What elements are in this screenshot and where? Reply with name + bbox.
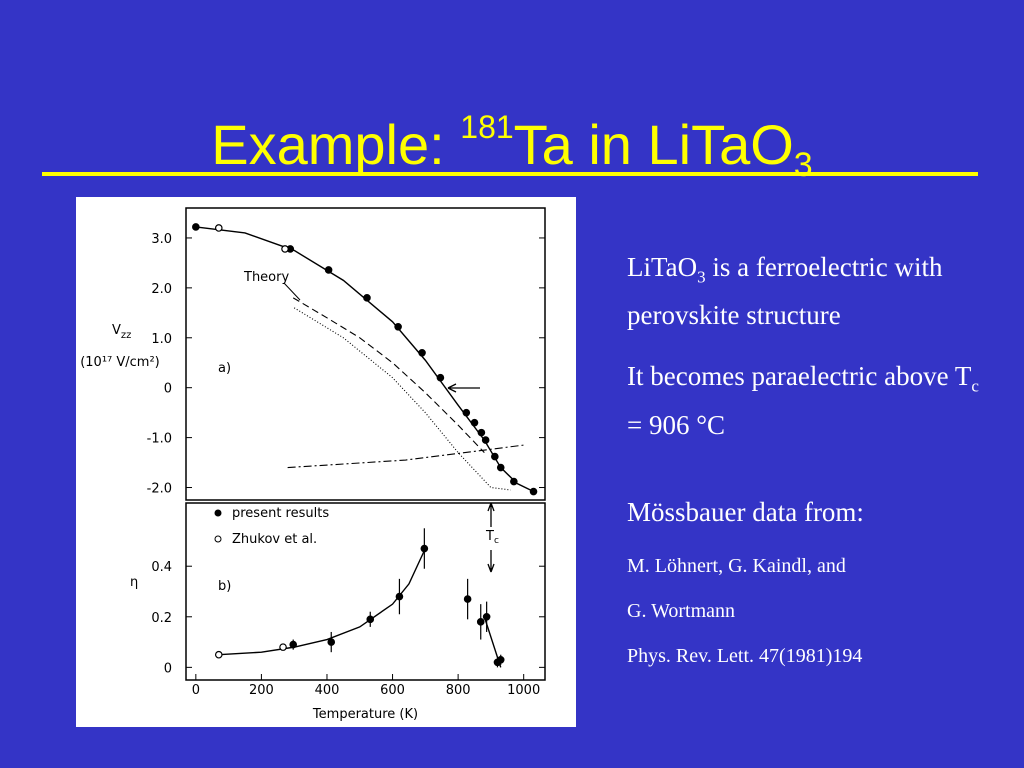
y-axis-label: Vzz bbox=[112, 323, 131, 341]
text-run: M. Löhnert, G. Kaindl, and bbox=[627, 554, 846, 577]
paragraph: Mössbauer data from: bbox=[627, 493, 987, 532]
data-point bbox=[395, 592, 404, 601]
data-point bbox=[462, 408, 471, 417]
data-point bbox=[482, 612, 491, 621]
data-point bbox=[324, 266, 333, 274]
y-tick-label: -2.0 bbox=[147, 482, 172, 497]
y-label-sub: zz bbox=[121, 330, 132, 341]
paragraph: Phys. Rev. Lett. 47(1981)194 bbox=[627, 644, 987, 668]
title-text: Example: bbox=[211, 113, 461, 176]
x-tick-label: 400 bbox=[315, 683, 340, 698]
text-run: G. Wortmann bbox=[627, 599, 736, 622]
x-tick-label: 0 bbox=[192, 683, 200, 698]
annotation-text: b) bbox=[218, 579, 231, 594]
paragraph: It becomes paraelectric above Tc = 906 °… bbox=[627, 357, 987, 444]
y-tick-label: 1.0 bbox=[151, 332, 172, 347]
text-run: It becomes paraelectric above T bbox=[627, 361, 972, 392]
data-point bbox=[470, 418, 479, 427]
text-run: is a ferroelectric with perovskite struc… bbox=[627, 252, 943, 331]
x-tick-label: 600 bbox=[380, 683, 405, 698]
data-point bbox=[418, 348, 426, 357]
data-point bbox=[366, 615, 375, 624]
paragraph: G. Wortmann bbox=[627, 599, 987, 623]
fit-curve bbox=[292, 297, 485, 453]
y-tick-label: 0.4 bbox=[151, 560, 172, 575]
y-axis-unit: (10¹⁷ V/cm²) bbox=[80, 355, 160, 370]
data-point bbox=[463, 595, 472, 603]
data-point bbox=[491, 452, 499, 461]
annotation-text: a) bbox=[218, 361, 231, 376]
plot-frame bbox=[185, 207, 546, 501]
data-point bbox=[477, 428, 486, 437]
chart: 3.0 2.0 1.0 0 -1.0 -2.0 Vzz (10¹⁷ V/cm²) Theory a… bbox=[80, 207, 546, 722]
figure: 3.0 2.0 1.0 0 -1.0 -2.0 Vzz (10¹⁷ V/cm²) Theory a… bbox=[76, 197, 576, 727]
legend-marker bbox=[214, 509, 222, 517]
title-rule bbox=[42, 172, 978, 176]
y-label-main: η bbox=[130, 575, 138, 590]
y-tick-label: 0.2 bbox=[151, 611, 172, 626]
text-run: Phys. Rev. Lett. 47(1981)194 bbox=[627, 644, 863, 667]
data-point bbox=[496, 463, 505, 472]
subscript: 3 bbox=[697, 267, 706, 287]
annotation: a) bbox=[218, 361, 231, 376]
x-tick-label: 800 bbox=[446, 683, 471, 698]
annotation-text: Theory bbox=[243, 270, 289, 285]
data-point bbox=[214, 224, 223, 232]
annotation-sub: c bbox=[494, 536, 499, 546]
arrow bbox=[447, 383, 480, 393]
data-point bbox=[363, 294, 371, 302]
y-tick-label: 2.0 bbox=[151, 282, 172, 297]
data-point bbox=[327, 638, 336, 646]
theory-pointer bbox=[283, 282, 301, 301]
data-point bbox=[289, 640, 298, 649]
x-axis-label: Temperature (K) bbox=[312, 707, 418, 722]
fit-curve bbox=[218, 548, 426, 656]
data-point bbox=[510, 477, 518, 486]
plot-frame bbox=[185, 502, 546, 681]
annotation: b) bbox=[218, 579, 231, 594]
data-point bbox=[436, 373, 445, 382]
text-block: LiTaO3 is a ferroelectric with perovskit… bbox=[627, 248, 987, 689]
x-tick-label: 1000 bbox=[507, 683, 540, 698]
y-label-main: V bbox=[112, 323, 121, 338]
x-tick-label: 200 bbox=[249, 683, 274, 698]
y-tick-label: 0 bbox=[164, 382, 172, 397]
arrow bbox=[487, 502, 495, 573]
paragraph: M. Löhnert, G. Kaindl, and bbox=[627, 554, 987, 578]
y-tick-label: 0 bbox=[164, 661, 172, 676]
data-point bbox=[192, 223, 200, 231]
data-point bbox=[420, 544, 429, 553]
data-point bbox=[481, 436, 490, 444]
text-run: = 906 °C bbox=[627, 409, 726, 440]
annotation: Theory bbox=[243, 270, 289, 285]
subscript: c bbox=[971, 376, 979, 396]
paragraph: LiTaO3 is a ferroelectric with perovskit… bbox=[627, 248, 987, 335]
data-point bbox=[281, 245, 289, 253]
fit-curve bbox=[287, 444, 524, 469]
data-point bbox=[496, 655, 505, 664]
data-point bbox=[214, 650, 223, 659]
data-point bbox=[394, 322, 402, 331]
legend-label: Zhukov et al. bbox=[232, 532, 317, 547]
legend-label: present results bbox=[232, 506, 329, 521]
legend-marker bbox=[214, 535, 222, 543]
title-sub: 3 bbox=[793, 146, 813, 184]
fit-curve bbox=[293, 307, 511, 491]
slide-title: Example: 181Ta in LiTaO3 bbox=[0, 92, 1024, 200]
y-axis-label: η bbox=[130, 575, 138, 590]
data-point bbox=[529, 487, 538, 496]
y-tick-label: 3.0 bbox=[151, 232, 172, 247]
title-text: Ta in LiTaO bbox=[513, 113, 794, 176]
y-tick-label: -1.0 bbox=[147, 432, 172, 447]
data-point bbox=[476, 618, 485, 626]
data-point bbox=[279, 643, 287, 651]
annotation-text: T bbox=[485, 529, 494, 544]
text-run: Mössbauer data from: bbox=[627, 496, 864, 527]
annotation: Tc bbox=[485, 529, 499, 546]
title-sup: 181 bbox=[460, 109, 514, 145]
fit-curve bbox=[195, 226, 534, 493]
text-run: LiTaO bbox=[627, 252, 698, 282]
